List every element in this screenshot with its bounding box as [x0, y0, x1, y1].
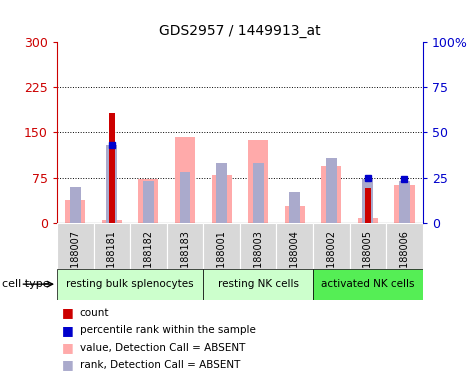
Title: GDS2957 / 1449913_at: GDS2957 / 1449913_at	[159, 25, 321, 38]
Bar	[57, 269, 203, 300]
Text: percentile rank within the sample: percentile rank within the sample	[80, 325, 256, 335]
Text: GSM188006: GSM188006	[399, 230, 409, 288]
Bar	[248, 140, 268, 223]
Bar	[394, 185, 415, 223]
Text: GSM188004: GSM188004	[290, 230, 300, 288]
Text: GSM188183: GSM188183	[180, 230, 190, 288]
Text: ■: ■	[62, 358, 74, 371]
Bar	[167, 223, 203, 269]
Text: count: count	[80, 308, 109, 318]
Text: value, Detection Call = ABSENT: value, Detection Call = ABSENT	[80, 343, 245, 353]
Bar	[276, 223, 313, 269]
Text: GSM188002: GSM188002	[326, 230, 336, 289]
Bar	[365, 189, 371, 223]
Bar	[94, 223, 130, 269]
Bar	[216, 163, 227, 223]
Bar	[253, 163, 264, 223]
Text: ■: ■	[62, 341, 74, 354]
Bar	[138, 179, 159, 223]
Bar	[180, 172, 190, 223]
Bar	[175, 137, 195, 223]
Text: GSM188182: GSM188182	[143, 230, 153, 289]
Bar	[130, 223, 167, 269]
Bar	[65, 200, 86, 223]
Bar	[313, 269, 423, 300]
Bar	[57, 223, 94, 269]
Text: GSM188003: GSM188003	[253, 230, 263, 288]
Text: GSM188001: GSM188001	[217, 230, 227, 288]
Bar	[289, 192, 300, 223]
Bar	[350, 223, 386, 269]
Bar	[211, 175, 232, 223]
Bar	[203, 223, 240, 269]
Bar	[143, 181, 154, 223]
Text: ■: ■	[62, 306, 74, 319]
Text: cell type: cell type	[2, 279, 50, 289]
Bar	[70, 187, 81, 223]
Bar	[203, 269, 313, 300]
Bar	[106, 145, 117, 223]
Text: resting bulk splenocytes: resting bulk splenocytes	[66, 279, 194, 289]
Bar	[362, 179, 373, 223]
Bar	[109, 113, 115, 223]
Bar	[358, 218, 378, 223]
Text: resting NK cells: resting NK cells	[218, 279, 299, 289]
Bar	[102, 220, 122, 223]
Bar	[240, 223, 276, 269]
Text: ■: ■	[62, 324, 74, 337]
Text: GSM188005: GSM188005	[363, 230, 373, 289]
Text: GSM188181: GSM188181	[107, 230, 117, 288]
Bar	[285, 206, 305, 223]
Bar	[386, 223, 423, 269]
Bar	[313, 223, 350, 269]
Bar	[326, 158, 337, 223]
Text: activated NK cells: activated NK cells	[321, 279, 415, 289]
Bar	[321, 166, 342, 223]
Bar	[399, 181, 410, 223]
Text: rank, Detection Call = ABSENT: rank, Detection Call = ABSENT	[80, 360, 240, 370]
Text: GSM188007: GSM188007	[70, 230, 80, 289]
